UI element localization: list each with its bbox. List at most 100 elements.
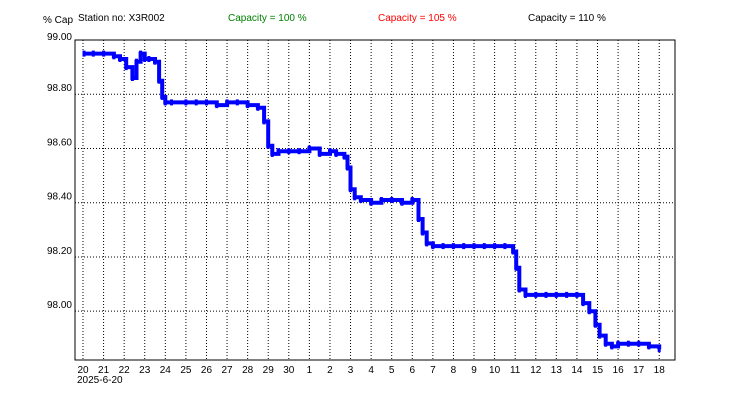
data-point (410, 197, 414, 203)
data-point (511, 248, 515, 255)
data-point (462, 243, 466, 250)
plot-frame (74, 39, 676, 361)
data-point (593, 321, 597, 328)
data-point (400, 199, 404, 206)
x-tick-label: 4 (368, 365, 374, 376)
data-point (493, 243, 497, 250)
y-axis-title: % Cap (43, 15, 74, 26)
data-point (184, 99, 188, 106)
data-point (112, 53, 116, 60)
data-point (503, 243, 507, 250)
y-tick-labels: 99.00 98.80 98.60 98.40 98.20 98.00 (47, 32, 72, 311)
x-tick-label: 9 (471, 365, 477, 376)
x-tick-label: 22 (119, 365, 131, 376)
data-point (277, 148, 280, 155)
x-tick-label: 10 (489, 365, 501, 376)
data-point (472, 243, 476, 250)
capacity-105-label: Capacity = 105 % (378, 13, 457, 24)
x-tick-label: 5 (389, 365, 395, 376)
data-point (160, 93, 164, 100)
x-tick-label: 14 (571, 365, 583, 376)
station-label: Station no: X3R002 (78, 13, 165, 24)
data-point (170, 99, 173, 106)
x-axis-date-label: 2025-6-20 (77, 375, 123, 386)
data-point (163, 99, 167, 106)
data-point (517, 286, 521, 293)
capacity-100-label: Capacity = 100 % (228, 13, 307, 24)
y-tick-label: 98.40 (47, 192, 72, 203)
data-point (554, 291, 558, 298)
data-point (565, 291, 569, 298)
data-point (369, 199, 373, 206)
data-point (102, 50, 106, 57)
data-point (616, 340, 620, 347)
x-tick-label: 27 (221, 365, 233, 376)
data-point (379, 197, 383, 203)
data-point (431, 243, 435, 250)
x-tick-label: 20 (77, 365, 89, 376)
data-point (124, 64, 128, 71)
data-point (143, 56, 147, 62)
data-point (598, 332, 602, 339)
data-point (287, 148, 291, 155)
x-tick-label: 25 (180, 365, 192, 376)
x-tick-label: 30 (283, 365, 295, 376)
data-point (297, 148, 301, 155)
data-point (194, 99, 198, 106)
x-tick-label: 29 (263, 365, 275, 376)
data-point (328, 148, 332, 155)
x-tick-label: 1 (307, 365, 313, 376)
x-tick-label: 24 (160, 365, 172, 376)
data-point (215, 102, 219, 109)
data-point (421, 229, 425, 236)
y-tick-label: 98.60 (47, 137, 72, 148)
data-point (318, 150, 322, 157)
data-point (349, 186, 352, 193)
data-point (524, 291, 527, 298)
data-point (647, 343, 651, 350)
data-point (91, 50, 95, 57)
data-point (359, 197, 363, 203)
data-point (235, 99, 239, 106)
x-tick-label: 12 (530, 365, 542, 376)
capacity-110-label: Capacity = 110 % (528, 13, 606, 24)
data-point (604, 340, 608, 347)
x-tick-label: 23 (139, 365, 151, 376)
data-point (346, 164, 349, 171)
data-point (534, 291, 538, 298)
x-tick-label: 2 (327, 365, 333, 376)
y-tick-label: 99.00 (47, 32, 72, 43)
x-tick-label: 18 (654, 365, 666, 376)
x-tick-label: 21 (98, 365, 110, 376)
data-point (266, 142, 270, 149)
data-point (637, 340, 641, 347)
data-point (514, 264, 518, 271)
x-tick-label: 17 (633, 365, 645, 376)
data-point (581, 300, 585, 307)
x-tick-label: 13 (551, 365, 563, 376)
series-line (84, 51, 662, 350)
data-point (157, 77, 161, 84)
data-point (441, 243, 445, 250)
data-point (256, 104, 260, 111)
data-point (307, 145, 311, 152)
data-point (390, 197, 394, 203)
data-point (425, 240, 429, 247)
data-point (587, 308, 591, 315)
data-point (657, 346, 661, 353)
x-tick-label: 16 (613, 365, 625, 376)
x-tick-label: 6 (409, 365, 415, 376)
data-point (225, 99, 229, 106)
grid (75, 40, 675, 360)
data-point (417, 216, 420, 222)
data-point (451, 243, 455, 250)
data-point (82, 50, 86, 57)
data-point (482, 243, 486, 250)
data-point (626, 340, 630, 347)
x-tick-label: 8 (451, 365, 457, 376)
data-point (342, 153, 346, 160)
data-point (353, 194, 357, 201)
data-point (130, 75, 134, 81)
x-tick-label: 7 (430, 365, 436, 376)
